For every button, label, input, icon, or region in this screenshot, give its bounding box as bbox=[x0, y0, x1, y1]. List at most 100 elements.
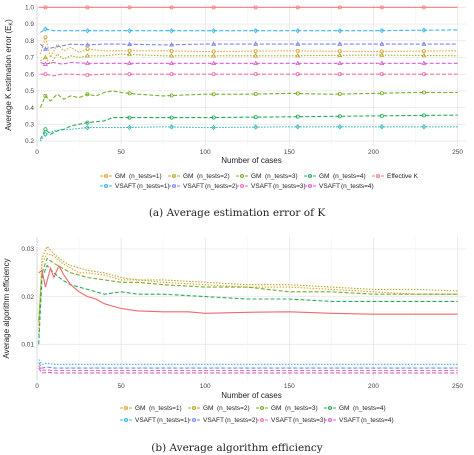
legend-label: Effective K bbox=[387, 173, 419, 180]
plot-area bbox=[37, 237, 466, 380]
legend-label: GM bbox=[115, 173, 125, 180]
x-tick-label: 250 bbox=[452, 383, 463, 390]
x-tick-label: 250 bbox=[452, 149, 463, 156]
data-point bbox=[84, 60, 90, 66]
legend-marker bbox=[327, 405, 332, 410]
series-line bbox=[40, 43, 458, 50]
data-point bbox=[379, 41, 385, 46]
series-line bbox=[38, 253, 458, 326]
data-point bbox=[337, 114, 342, 119]
legend-label-detail: (n_tests=1) bbox=[149, 405, 182, 412]
plot-area bbox=[37, 4, 466, 146]
legend-label: VSAFT bbox=[115, 183, 136, 190]
data-point bbox=[43, 5, 48, 10]
series-line bbox=[39, 90, 458, 108]
data-point bbox=[169, 115, 174, 120]
series-line bbox=[40, 53, 458, 66]
legend-marker bbox=[171, 173, 176, 178]
legend-label: VSAFT bbox=[183, 183, 204, 190]
data-point bbox=[421, 41, 427, 46]
data-point bbox=[127, 60, 133, 66]
data-point bbox=[379, 91, 384, 96]
data-point bbox=[337, 28, 343, 34]
legend-label-detail: (n_tests=1) bbox=[137, 183, 170, 190]
legend-label: GM bbox=[183, 173, 193, 180]
data-point bbox=[421, 113, 426, 118]
x-tick-label: 200 bbox=[368, 383, 379, 390]
y-tick-label: 0.03 bbox=[21, 246, 34, 253]
data-point bbox=[127, 115, 132, 120]
series-line bbox=[39, 35, 458, 60]
data-point bbox=[169, 48, 174, 53]
data-point bbox=[85, 5, 90, 10]
legend-label-detail: (n_tests=3) bbox=[293, 417, 326, 424]
legend-label-detail: (n_tests=4) bbox=[341, 183, 374, 190]
data-point bbox=[85, 125, 90, 131]
data-point bbox=[295, 28, 301, 34]
data-point bbox=[337, 72, 342, 77]
data-point bbox=[379, 60, 385, 66]
legend-marker bbox=[239, 173, 244, 178]
data-point bbox=[211, 92, 216, 97]
data-point bbox=[211, 115, 216, 120]
x-tick-label: 0 bbox=[35, 383, 39, 390]
x-tick-label: 50 bbox=[118, 383, 126, 390]
series-line bbox=[38, 359, 458, 365]
series-line bbox=[38, 264, 458, 315]
legend-marker bbox=[307, 183, 312, 188]
figure-caption: (b) Average algorithm efficiency bbox=[151, 442, 323, 454]
data-point bbox=[421, 60, 427, 66]
y-tick-label: 0.02 bbox=[21, 294, 34, 301]
data-point bbox=[295, 91, 300, 96]
data-point bbox=[42, 46, 48, 51]
data-point bbox=[127, 124, 132, 131]
data-point bbox=[253, 124, 259, 130]
legend-label-detail: (n_tests=2) bbox=[225, 417, 258, 424]
legend-marker bbox=[307, 173, 312, 178]
legend-label: VSAFT bbox=[319, 183, 340, 190]
legend-label-detail: (n_tests=2) bbox=[197, 173, 230, 180]
legend-marker bbox=[191, 417, 196, 422]
data-point bbox=[379, 124, 385, 130]
y-tick-label: 0.9 bbox=[25, 21, 34, 28]
legend-marker bbox=[259, 417, 264, 422]
data-point bbox=[337, 124, 343, 130]
data-point bbox=[295, 48, 300, 53]
chart-a: 0.2 0.3 0.4 0.5 0.6 0.7 0.8 0.9 1.0 0 50 100 150 200 2… bbox=[4, 4, 466, 219]
legend-marker bbox=[104, 173, 109, 178]
data-point bbox=[295, 72, 300, 77]
legend-label-detail: (n_tests=1) bbox=[129, 173, 162, 180]
data-point bbox=[253, 72, 258, 77]
legend-marker bbox=[171, 183, 176, 188]
data-point bbox=[211, 124, 216, 131]
x-tick-label: 100 bbox=[200, 149, 211, 156]
data-point bbox=[169, 93, 174, 98]
x-axis-title: Number of cases bbox=[221, 391, 281, 400]
x-tick-label: 100 bbox=[200, 383, 211, 390]
legend-marker bbox=[124, 417, 129, 422]
data-point bbox=[43, 127, 48, 132]
data-point bbox=[85, 47, 90, 52]
data-point bbox=[253, 5, 258, 10]
legend-label-detail: (n_tests=3) bbox=[265, 173, 298, 180]
data-point bbox=[43, 93, 48, 98]
data-point bbox=[379, 5, 384, 10]
legend-marker bbox=[124, 405, 129, 410]
y-axis-title-end: ) bbox=[4, 19, 13, 22]
data-point bbox=[169, 60, 175, 66]
series-line bbox=[40, 28, 458, 33]
legend-label: GM bbox=[251, 173, 261, 180]
legend-marker bbox=[259, 405, 264, 410]
legend-label: GM bbox=[135, 405, 145, 412]
data-point bbox=[253, 28, 259, 34]
legend-label: GM bbox=[339, 405, 349, 412]
y-tick-label: 0.7 bbox=[25, 55, 34, 62]
y-axis-title-subscript: K bbox=[9, 22, 15, 26]
y-axis-title: Average K estimation error (EK) bbox=[4, 19, 15, 131]
data-point bbox=[379, 72, 384, 77]
data-point bbox=[421, 27, 427, 33]
legend-marker bbox=[375, 173, 380, 178]
y-tick-label: 0.3 bbox=[25, 121, 34, 128]
y-tick-label: 0.6 bbox=[25, 71, 34, 78]
legend-label-detail: (n_tests=4) bbox=[361, 417, 394, 424]
